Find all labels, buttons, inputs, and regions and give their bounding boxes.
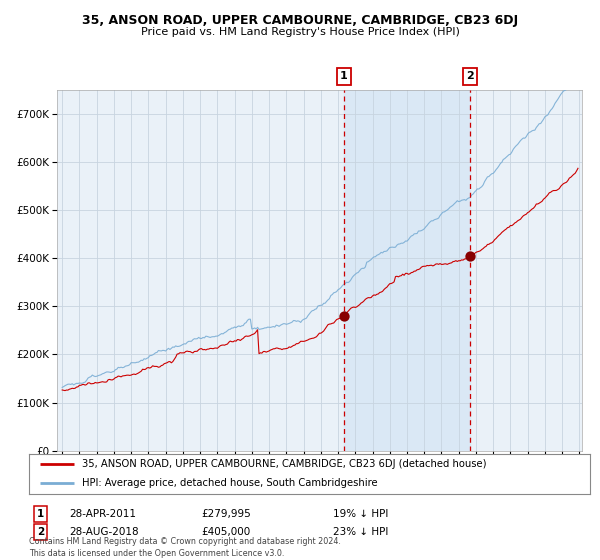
Text: £405,000: £405,000 bbox=[201, 527, 250, 537]
Text: 19% ↓ HPI: 19% ↓ HPI bbox=[333, 509, 388, 519]
Text: 28-APR-2011: 28-APR-2011 bbox=[69, 509, 136, 519]
Text: 2: 2 bbox=[466, 71, 474, 81]
Text: HPI: Average price, detached house, South Cambridgeshire: HPI: Average price, detached house, Sout… bbox=[82, 478, 378, 488]
Text: 28-AUG-2018: 28-AUG-2018 bbox=[69, 527, 139, 537]
Text: 2: 2 bbox=[37, 527, 44, 537]
Point bbox=[339, 311, 349, 320]
Text: 35, ANSON ROAD, UPPER CAMBOURNE, CAMBRIDGE, CB23 6DJ (detached house): 35, ANSON ROAD, UPPER CAMBOURNE, CAMBRID… bbox=[82, 460, 487, 469]
Bar bbox=[344, 90, 470, 451]
Text: Price paid vs. HM Land Registry's House Price Index (HPI): Price paid vs. HM Land Registry's House … bbox=[140, 27, 460, 37]
Text: 35, ANSON ROAD, UPPER CAMBOURNE, CAMBRIDGE, CB23 6DJ: 35, ANSON ROAD, UPPER CAMBOURNE, CAMBRID… bbox=[82, 14, 518, 27]
Text: 23% ↓ HPI: 23% ↓ HPI bbox=[333, 527, 388, 537]
Text: Contains HM Land Registry data © Crown copyright and database right 2024.
This d: Contains HM Land Registry data © Crown c… bbox=[29, 537, 341, 558]
Text: 1: 1 bbox=[340, 71, 347, 81]
Text: £279,995: £279,995 bbox=[201, 509, 251, 519]
Text: 1: 1 bbox=[37, 509, 44, 519]
Point bbox=[466, 251, 475, 260]
